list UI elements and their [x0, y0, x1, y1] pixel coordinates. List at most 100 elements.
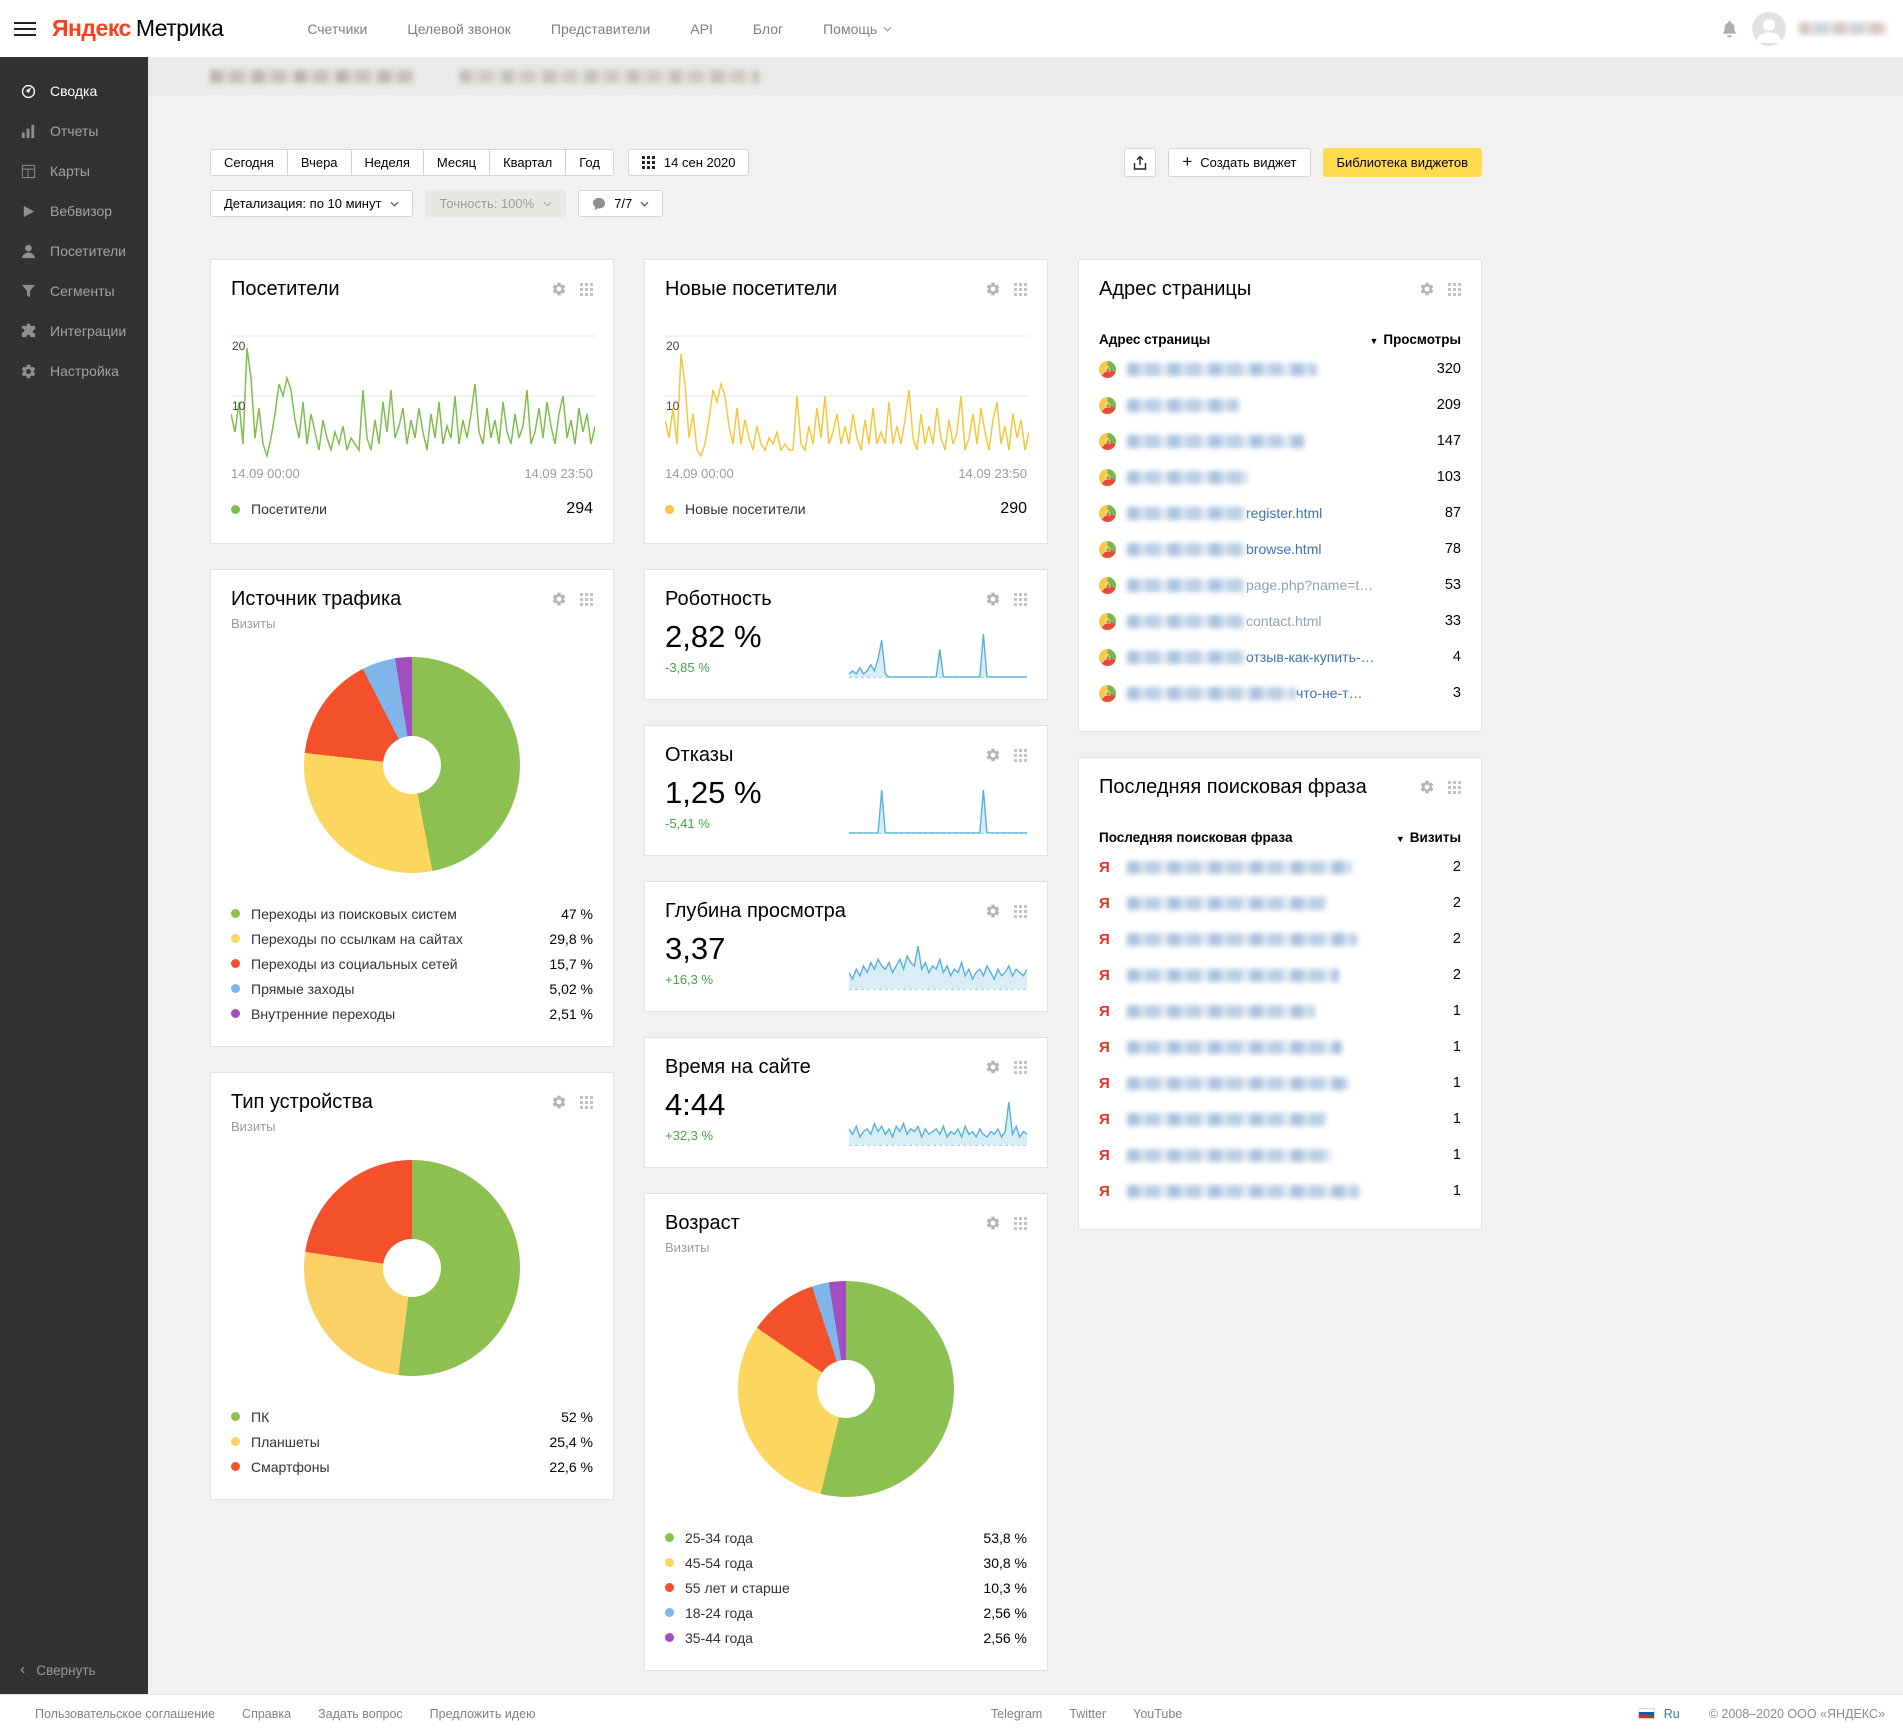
table-row[interactable]: ⌂ 320: [1099, 351, 1461, 387]
table-row[interactable]: ⌂ отзыв-как-купить-… 4: [1099, 639, 1461, 675]
range-quarter-button[interactable]: Квартал: [489, 149, 566, 176]
sidebar-item-settings[interactable]: Настройка: [0, 351, 148, 391]
redacted-link[interactable]: [1127, 506, 1245, 520]
footer-telegram[interactable]: Telegram: [990, 1706, 1043, 1721]
page-url-suffix[interactable]: что-не-т…: [1296, 685, 1363, 701]
nav-counters[interactable]: Счетчики: [307, 20, 368, 37]
sidebar-item-visitors[interactable]: Посетители: [0, 231, 148, 271]
table-row[interactable]: ⌂ page.php?name=t… 53: [1099, 567, 1461, 603]
widget-drag-handle-icon[interactable]: [1014, 748, 1027, 762]
age-donut-chart[interactable]: [738, 1281, 954, 1497]
widget-drag-handle-icon[interactable]: [580, 1095, 593, 1109]
widget-settings-gear-icon[interactable]: [1419, 281, 1435, 297]
table-row[interactable]: ⌂ browse.html 78: [1099, 531, 1461, 567]
table-col-header[interactable]: Последняя поисковая фраза: [1099, 829, 1293, 845]
bell-icon[interactable]: [1720, 19, 1739, 38]
range-month-button[interactable]: Месяц: [422, 149, 490, 176]
widget-library-button[interactable]: Библиотека виджетов: [1322, 148, 1482, 177]
sidebar-item-summary[interactable]: Сводка: [0, 71, 148, 111]
redacted-link[interactable]: [1127, 968, 1339, 982]
widget-settings-gear-icon[interactable]: [985, 1059, 1001, 1075]
hamburger-menu-icon[interactable]: [14, 27, 36, 30]
sidebar-item-integrations[interactable]: Интеграции: [0, 311, 148, 351]
username-redacted[interactable]: [1799, 22, 1887, 35]
widget-drag-handle-icon[interactable]: [1014, 592, 1027, 606]
widget-drag-handle-icon[interactable]: [1014, 904, 1027, 918]
table-row[interactable]: ⌂ contact.html 33: [1099, 603, 1461, 639]
redacted-link[interactable]: [1127, 686, 1295, 700]
nav-api[interactable]: API: [690, 20, 713, 37]
page-url-suffix[interactable]: отзыв-как-купить-…: [1246, 649, 1375, 665]
widget-drag-handle-icon[interactable]: [1014, 1060, 1027, 1074]
widget-settings-gear-icon[interactable]: [985, 747, 1001, 763]
export-button[interactable]: [1124, 148, 1157, 177]
table-row[interactable]: ⌂ 209: [1099, 387, 1461, 423]
detail-dropdown[interactable]: Детализация: по 10 минут: [210, 190, 414, 217]
accuracy-dropdown[interactable]: Точность: 100%: [425, 190, 567, 217]
table-col-header[interactable]: Адрес страницы: [1099, 331, 1211, 347]
widget-settings-gear-icon[interactable]: [985, 1215, 1001, 1231]
logo[interactable]: Яндекс Метрика: [52, 15, 224, 42]
redacted-link[interactable]: [1127, 434, 1305, 448]
date-picker-button[interactable]: 14 сен 2020: [627, 149, 750, 176]
footer-help[interactable]: Справка: [242, 1706, 292, 1721]
footer-youtube[interactable]: YouTube: [1133, 1706, 1183, 1721]
robots-sparkline[interactable]: [848, 625, 1027, 679]
table-row[interactable]: ⌂ 103: [1099, 459, 1461, 495]
footer-suggest-idea[interactable]: Предложить идею: [429, 1706, 536, 1721]
sidebar-item-segments[interactable]: Сегменты: [0, 271, 148, 311]
table-row[interactable]: ⌂ register.html 87: [1099, 495, 1461, 531]
device-type-donut-chart[interactable]: [304, 1160, 520, 1376]
redacted-link[interactable]: [1127, 362, 1317, 376]
language-switcher[interactable]: Ru: [1663, 1706, 1680, 1721]
table-row[interactable]: ⌂ что-не-т… 3: [1099, 675, 1461, 711]
redacted-link[interactable]: [1127, 650, 1245, 664]
redacted-link[interactable]: [1127, 470, 1249, 484]
range-week-button[interactable]: Неделя: [350, 149, 423, 176]
redacted-link[interactable]: [1127, 896, 1327, 910]
range-yesterday-button[interactable]: Вчера: [286, 149, 351, 176]
nav-help[interactable]: Помощь: [823, 21, 892, 37]
avatar[interactable]: [1752, 11, 1786, 46]
redacted-link[interactable]: [1127, 1184, 1359, 1198]
range-year-button[interactable]: Год: [565, 149, 614, 176]
table-row[interactable]: ⌂ 147: [1099, 423, 1461, 459]
footer-twitter[interactable]: Twitter: [1069, 1706, 1107, 1721]
table-col-header[interactable]: Просмотры: [1383, 331, 1461, 347]
widget-drag-handle-icon[interactable]: [1014, 282, 1027, 296]
redacted-link[interactable]: [1127, 932, 1357, 946]
sidebar-item-maps[interactable]: Карты: [0, 151, 148, 191]
page-url-suffix[interactable]: register.html: [1246, 505, 1323, 521]
widget-settings-gear-icon[interactable]: [1419, 779, 1435, 795]
bounces-sparkline[interactable]: [849, 781, 1027, 835]
redacted-link[interactable]: [1127, 542, 1245, 556]
widget-settings-gear-icon[interactable]: [985, 591, 1001, 607]
comments-dropdown[interactable]: 7/7: [578, 190, 664, 217]
widget-drag-handle-icon[interactable]: [1448, 780, 1461, 794]
time-on-site-sparkline[interactable]: [848, 1093, 1028, 1147]
redacted-link[interactable]: [1127, 398, 1239, 412]
create-widget-button[interactable]: + Создать виджет: [1168, 148, 1311, 177]
sidebar-item-reports[interactable]: Отчеты: [0, 111, 148, 151]
footer-user-agreement[interactable]: Пользовательское соглашение: [35, 1706, 216, 1721]
page-depth-sparkline[interactable]: [848, 937, 1028, 991]
redacted-link[interactable]: [1127, 1148, 1332, 1162]
widget-settings-gear-icon[interactable]: [551, 1094, 567, 1110]
widget-drag-handle-icon[interactable]: [1448, 282, 1461, 296]
widget-settings-gear-icon[interactable]: [985, 281, 1001, 297]
new-visitors-line-chart[interactable]: 20 10: [664, 327, 1030, 459]
widget-drag-handle-icon[interactable]: [580, 592, 593, 606]
redacted-link[interactable]: [1127, 1076, 1349, 1090]
range-today-button[interactable]: Сегодня: [210, 149, 287, 176]
visitors-line-chart[interactable]: 20 10: [230, 327, 596, 459]
redacted-link[interactable]: [1127, 1040, 1342, 1054]
widget-drag-handle-icon[interactable]: [580, 282, 593, 296]
